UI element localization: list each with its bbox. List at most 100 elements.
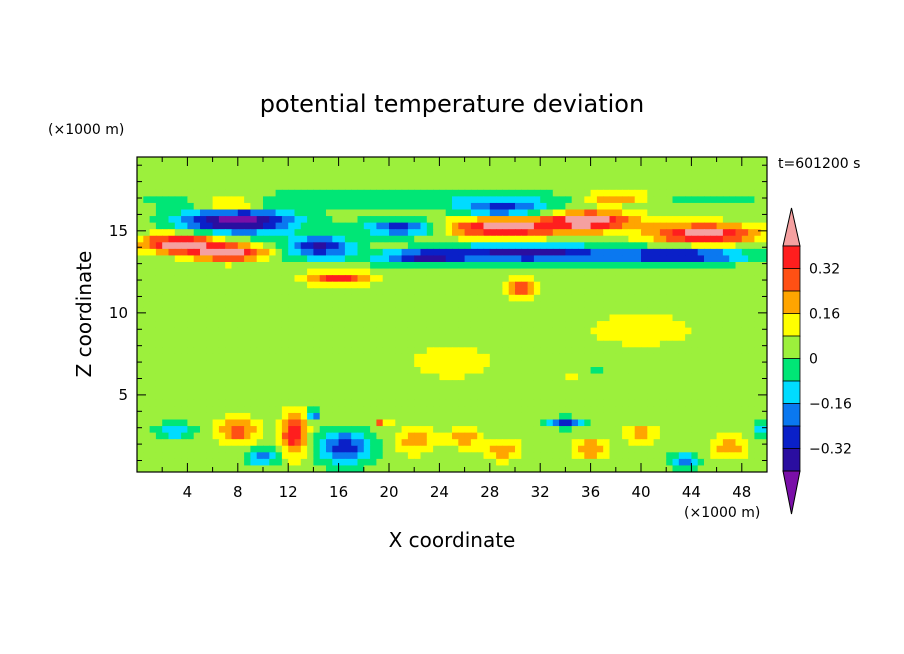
heatmap-cell <box>168 176 176 184</box>
heatmap-cell <box>401 386 409 394</box>
heatmap-cell <box>540 183 548 191</box>
heatmap-cell <box>263 183 270 191</box>
heatmap-cell <box>338 406 346 414</box>
heatmap-cell <box>622 314 629 322</box>
heatmap-cell <box>237 275 245 283</box>
heatmap-cell <box>332 170 340 178</box>
heatmap-cell <box>477 248 485 257</box>
heatmap-cell <box>256 209 264 217</box>
heatmap-cell <box>716 294 724 302</box>
heatmap-cell <box>527 373 535 381</box>
heatmap-cell <box>565 242 573 250</box>
heatmap-cell <box>338 157 346 165</box>
heatmap-cell <box>426 465 434 472</box>
heatmap-cell <box>710 294 718 302</box>
heatmap-cell <box>174 393 182 401</box>
heatmap-cell <box>672 170 680 178</box>
heatmap-cell <box>666 222 674 230</box>
heatmap-cell <box>666 209 674 217</box>
heatmap-cell <box>363 334 371 342</box>
heatmap-cell <box>363 202 371 211</box>
heatmap-cell <box>552 242 560 250</box>
heatmap-cell <box>559 412 566 421</box>
heatmap-cell <box>659 445 667 453</box>
heatmap-cell <box>344 445 352 453</box>
colorbar-bottom-triangle <box>782 470 801 515</box>
heatmap-cell <box>716 340 724 348</box>
heatmap-cell <box>458 242 466 250</box>
heatmap-cell <box>319 307 327 316</box>
heatmap-cell <box>502 386 510 394</box>
heatmap-cell <box>363 360 371 368</box>
heatmap-cell <box>187 222 195 230</box>
heatmap-cell <box>748 314 755 322</box>
heatmap-cell <box>281 288 289 296</box>
heatmap-cell <box>143 340 151 348</box>
heatmap-cell <box>376 189 384 197</box>
heatmap-cell <box>143 202 151 211</box>
heatmap-cell <box>458 235 466 243</box>
heatmap-cell <box>527 189 535 197</box>
heatmap-cell <box>540 235 548 243</box>
heatmap-cell <box>578 235 585 243</box>
heatmap-cell <box>300 209 308 217</box>
heatmap-cell <box>382 432 390 440</box>
heatmap-cell <box>200 242 207 250</box>
heatmap-cell <box>628 373 636 381</box>
heatmap-cell <box>307 262 314 270</box>
heatmap-cell <box>338 275 346 283</box>
heatmap-cell <box>735 426 743 434</box>
heatmap-cell <box>540 216 548 224</box>
heatmap-cell <box>571 321 579 329</box>
heatmap-cell <box>760 255 767 263</box>
heatmap-cell <box>678 255 686 263</box>
heatmap-cell <box>527 360 535 368</box>
heatmap-cell <box>508 340 516 348</box>
heatmap-cell <box>672 321 680 329</box>
heatmap-cell <box>162 340 170 348</box>
x-tick-label: 32 <box>531 483 550 501</box>
heatmap-cell <box>433 373 440 381</box>
heatmap-cell <box>704 235 711 243</box>
heatmap-cell <box>395 386 403 394</box>
heatmap-cell <box>672 229 680 237</box>
heatmap-cell <box>760 183 767 191</box>
heatmap-cell <box>521 281 529 289</box>
heatmap-cell <box>452 458 459 467</box>
heatmap-cell <box>174 170 182 178</box>
heatmap-cell <box>710 432 718 440</box>
heatmap-cell <box>590 229 598 237</box>
heatmap-cell <box>647 419 655 427</box>
heatmap-cell <box>641 367 648 375</box>
heatmap-cell <box>748 209 755 217</box>
heatmap-cell <box>244 314 251 322</box>
heatmap-cell <box>685 445 692 453</box>
heatmap-cell <box>225 327 233 335</box>
heatmap-cell <box>659 301 667 309</box>
heatmap-cell <box>641 406 648 414</box>
heatmap-cell <box>155 314 163 322</box>
heatmap-cell <box>546 255 554 263</box>
heatmap-cell <box>565 321 573 329</box>
heatmap-cell <box>571 163 579 171</box>
heatmap-cell <box>653 399 661 407</box>
heatmap-cell <box>200 307 207 316</box>
heatmap-cell <box>452 248 459 257</box>
heatmap-cell <box>250 465 258 472</box>
heatmap-cell <box>628 294 636 302</box>
heatmap-cell <box>653 321 661 329</box>
heatmap-cell <box>149 334 157 342</box>
heatmap-cell <box>533 176 541 184</box>
heatmap-cell <box>647 157 655 165</box>
heatmap-cell <box>697 419 705 427</box>
x-tick-label: 8 <box>233 483 243 501</box>
heatmap-cell <box>155 340 163 348</box>
heatmap-cell <box>729 439 737 447</box>
heatmap-cell <box>225 170 233 178</box>
heatmap-cell <box>678 445 686 453</box>
heatmap-cell <box>212 465 220 472</box>
heatmap-cell <box>515 301 522 309</box>
heatmap-cell <box>464 334 472 342</box>
heatmap-cell <box>288 399 296 407</box>
heatmap-cell <box>628 202 636 211</box>
